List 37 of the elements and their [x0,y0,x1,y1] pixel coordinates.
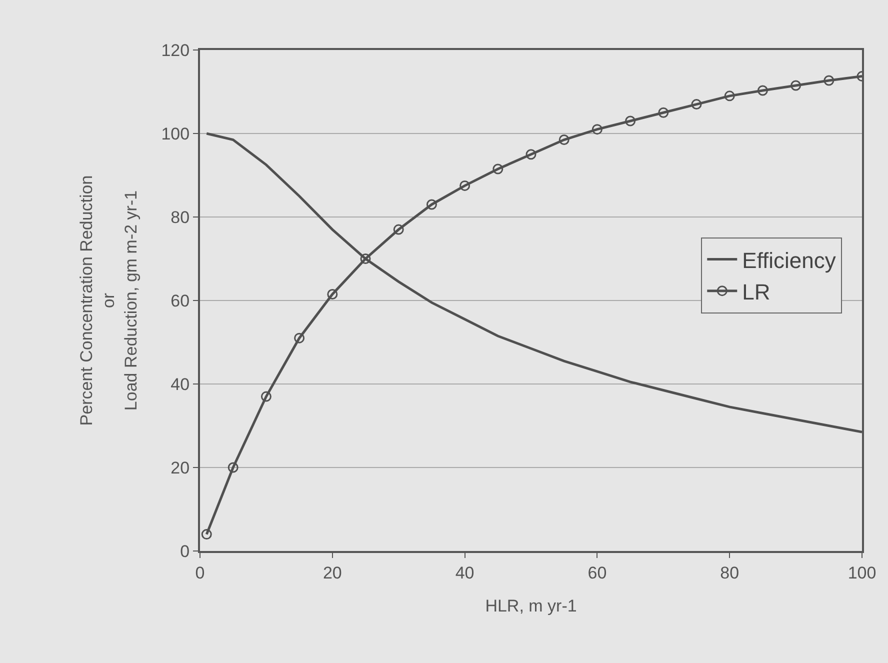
point [625,116,636,126]
x-tick-label: 80 [720,563,740,582]
point [790,80,802,91]
point [592,124,602,135]
y-tick-label: 80 [170,208,190,227]
point [526,149,536,160]
point [294,332,305,344]
y-axis-title: Percent Concentration Reduction or Load Reduction, gm m-2 yr-1 [77,175,140,426]
point [201,529,212,540]
point [492,164,504,174]
point [724,90,735,102]
point [327,288,338,300]
point [658,107,669,118]
x-tick-label: 20 [322,563,342,582]
point [228,462,238,473]
legend-label: LR [742,279,770,304]
y-tick-label: 40 [170,374,190,394]
y-tick-label: 20 [170,458,190,478]
point [260,391,272,402]
x-tick-label: 60 [588,563,607,582]
point [460,180,470,191]
point [426,199,437,210]
legend-label: Efficiency [742,248,836,273]
point [360,254,371,264]
x-tick-label: 0 [195,563,205,582]
point [393,224,404,235]
x-tick-label: 40 [455,563,474,582]
y-tick-label: 100 [161,124,190,144]
point [691,99,702,110]
point [558,134,570,146]
point [757,85,768,96]
y-tick-label: 60 [170,291,190,310]
x-axis-title: HLR, m yr-1 [485,596,577,616]
y-tick-label: 0 [180,542,190,561]
point [824,75,834,86]
y-tick-label: 120 [161,40,190,60]
x-tick-label: 100 [848,563,876,582]
